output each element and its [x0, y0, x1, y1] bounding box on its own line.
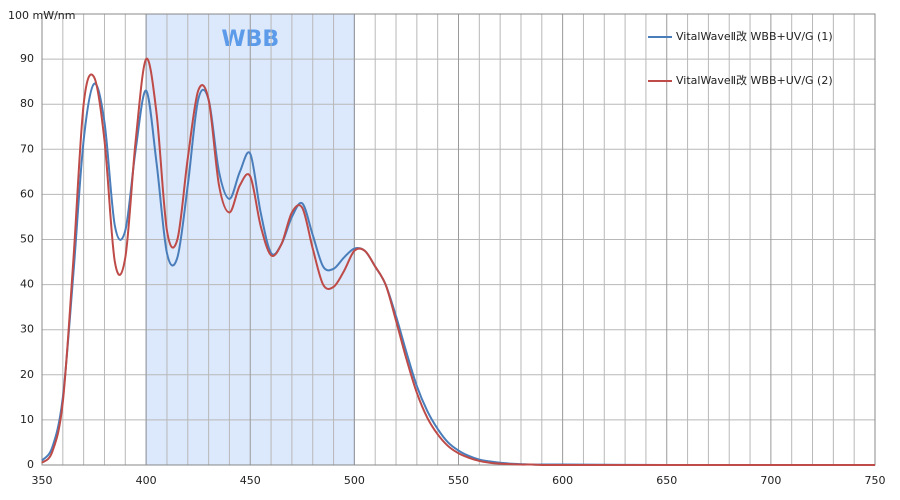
plot-border: [41, 13, 876, 466]
y-tick-label: 60: [20, 187, 34, 200]
x-tick-label: 650: [656, 474, 677, 487]
y-tick-label: 20: [20, 368, 34, 381]
series-line: [41, 57, 875, 466]
legend-label: VitalWaveⅡ改 WBB+UV/G (1): [676, 29, 833, 43]
legend-label: VitalWaveⅡ改 WBB+UV/G (2): [676, 73, 833, 87]
y-tick-label: 30: [20, 323, 34, 336]
x-tick-label: 750: [865, 474, 886, 487]
x-tick-label: 600: [552, 474, 573, 487]
x-tick-label: 550: [448, 474, 469, 487]
y-tick-label: 50: [20, 233, 34, 246]
y-tick-label: 10: [20, 413, 34, 426]
x-tick-label: 700: [760, 474, 781, 487]
y-tick-label: 70: [20, 142, 34, 155]
y-tick-label: 40: [20, 278, 34, 291]
y-tick-label: 80: [20, 97, 34, 110]
y-tick-label: 100 mW/nm: [8, 9, 75, 22]
x-tick-label: 450: [240, 474, 261, 487]
x-tick-label: 500: [344, 474, 365, 487]
x-tick-label: 400: [136, 474, 157, 487]
x-tick-label: 350: [32, 474, 53, 487]
y-tick-label: 0: [27, 458, 34, 471]
y-tick-label: 90: [20, 52, 34, 65]
